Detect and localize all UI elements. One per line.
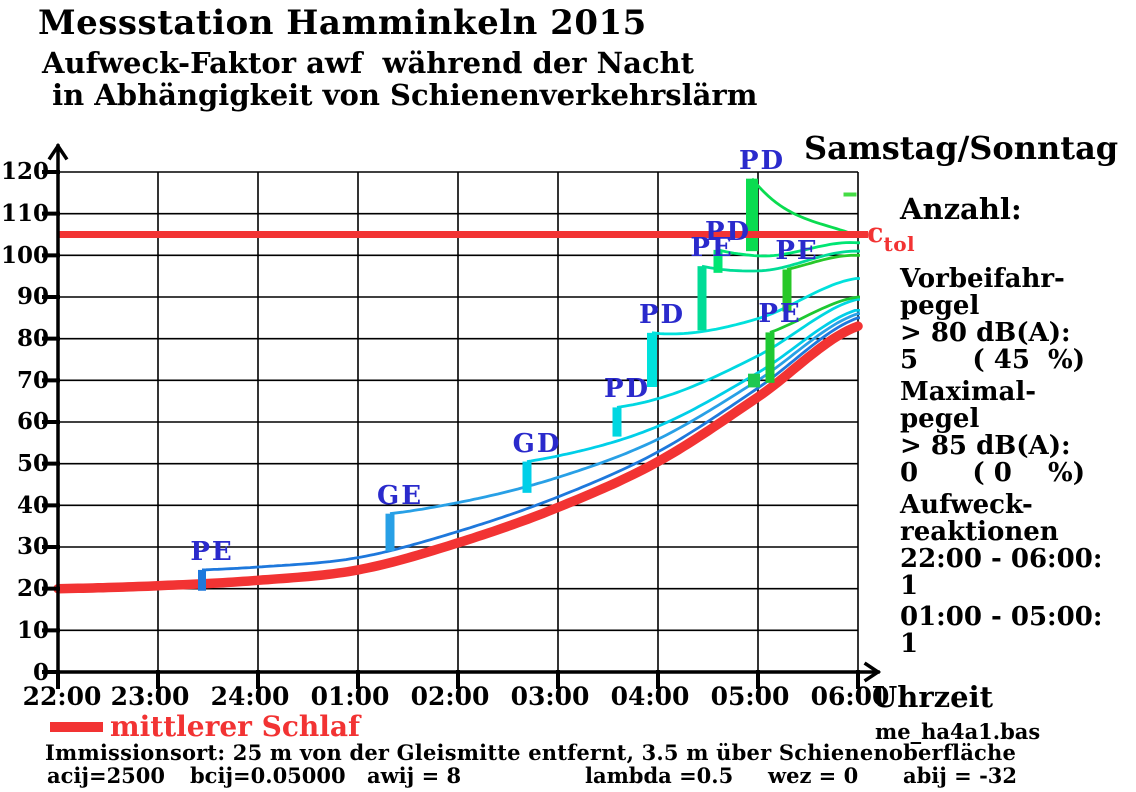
y-tick-label-110: 110: [0, 200, 49, 228]
event-bar-pd-4: [647, 332, 657, 387]
event-bar-pe-0: [198, 569, 206, 591]
y-tick-label-60: 60: [16, 408, 49, 436]
event-label-pd-7: PD: [738, 145, 786, 176]
statistics-line: > 85 dB(A):: [900, 431, 1071, 461]
y-tick-label-80: 80: [16, 325, 49, 353]
y-tick-label-100: 100: [0, 241, 49, 269]
event-decay-curve-0: [201, 316, 860, 572]
statistics-line: pegel: [900, 404, 980, 434]
grid-lines: [58, 171, 859, 672]
event-label-ge-1: GE: [376, 480, 424, 511]
y-tick-label-70: 70: [16, 366, 49, 394]
ctol-threshold-label: ctol: [867, 218, 915, 256]
y-tick-label-10: 10: [16, 616, 49, 644]
ctol-main: c: [867, 218, 884, 249]
event-bar-gd-2: [522, 461, 532, 493]
parameter-5: abij = -32: [903, 763, 1018, 788]
x-tick-label-03:00: 03:00: [510, 682, 590, 711]
event-decay-curve-2: [526, 309, 860, 463]
x-tick-label-02:00: 02:00: [410, 682, 490, 711]
y-tick-label-40: 40: [16, 491, 49, 519]
event-decay-curve-4: [651, 277, 860, 336]
x-tick-label-04:00: 04:00: [610, 682, 690, 711]
axes: [42, 142, 882, 689]
green-blob-mark: [748, 373, 760, 388]
event-bar-pd-3: [612, 407, 622, 437]
event-decay-curve-7: [750, 177, 860, 237]
chart-subtitle-line2: in Abhängigkeit von Schienenverkehrslärm: [42, 78, 758, 112]
parameter-3: lambda =0.5: [585, 763, 734, 788]
baseline-mittlerer-schlaf-curve: [53, 321, 863, 594]
anzahl-heading: Anzahl:: [900, 192, 1022, 226]
event-label-pd-4: PD: [638, 299, 686, 330]
x-axis-title: Uhrzeit: [872, 680, 993, 714]
parameter-1: bcij=0.05000: [190, 763, 346, 788]
statistics-line: 22:00 - 06:00:: [900, 544, 1103, 574]
statistics-line: 1: [900, 629, 919, 659]
y-tick-label-20: 20: [16, 575, 49, 603]
x-tick-label-06:00: 06:00: [810, 682, 890, 711]
event-decay-curve-3: [616, 297, 860, 409]
source-file-label: me_ha4a1.bas: [875, 719, 1041, 744]
statistics-block-3: 01:00 - 05:00: 1: [900, 604, 1102, 658]
statistics-line: 0 ( 0 %): [900, 458, 1086, 488]
y-tick-label-30: 30: [16, 533, 49, 561]
statistics-line: 01:00 - 05:00:: [900, 602, 1103, 632]
x-tick-label-01:00: 01:00: [310, 682, 390, 711]
statistics-block-1: Maximal-pegel > 85 dB(A): 0 ( 0 %): [900, 379, 1085, 487]
y-tick-label-0: 0: [32, 658, 49, 686]
event-decay-curve-6: [717, 241, 860, 258]
event-bar-pe-9: [782, 269, 792, 312]
statistics-line: 1: [900, 571, 919, 601]
ctol-subscript: tol: [883, 232, 916, 256]
x-tick-label-22:00: 22:00: [22, 682, 102, 711]
event-bar-pe-8: [765, 332, 775, 383]
x-tick-label-05:00: 05:00: [710, 682, 790, 711]
y-tick-label-120: 120: [0, 158, 49, 186]
y-tick-label-50: 50: [16, 450, 49, 478]
event-decay-curve-8: [769, 295, 860, 334]
statistics-block-2: Aufweck-reaktionen 22:00 - 06:00: 1: [900, 492, 1102, 600]
legend-label: mittlerer Schlaf: [110, 710, 361, 743]
chart-subtitle-line1: Aufweck-Faktor awf während der Nacht: [42, 46, 695, 80]
statistics-line: Aufweck-: [900, 490, 1033, 520]
statistics-line: Vorbeifahr-: [900, 264, 1065, 294]
event-label-pe-5: PE: [690, 233, 734, 264]
parameter-4: wez = 0: [768, 763, 859, 788]
event-label-gd-2: GD: [512, 428, 562, 459]
x-tick-label-23:00: 23:00: [110, 682, 190, 711]
page-title: Messstation Hamminkeln 2015: [38, 3, 647, 43]
parameter-0: acij=2500: [47, 763, 166, 788]
event-decay-curve-1: [389, 312, 860, 516]
event-label-pe-8: PE: [758, 299, 802, 330]
statistics-block-0: Vorbeifahr-pegel > 80 dB(A): 5 ( 45 %): [900, 266, 1085, 374]
statistics-line: pegel: [900, 291, 980, 321]
weekday-header: Samstag/Sonntag: [804, 129, 1119, 167]
event-bar-pd-6: [713, 249, 723, 273]
parameter-2: awij = 8: [367, 763, 462, 788]
y-tick-label-90: 90: [16, 283, 49, 311]
event-label-pd-3: PD: [603, 374, 651, 405]
legend-red-line-swatch: [50, 722, 103, 732]
event-bar-pe-5: [697, 266, 707, 331]
statistics-line: reaktionen: [900, 517, 1059, 547]
x-tick-label-24:00: 24:00: [210, 682, 290, 711]
event-bar-ge-1: [385, 513, 395, 552]
statistics-line: Maximal-: [900, 377, 1037, 407]
event-decay-curve-5: [701, 249, 860, 273]
immissionsort-note: Immissionsort: 25 m von der Gleismitte e…: [45, 740, 1017, 765]
event-label-pe-9: PE: [775, 236, 819, 267]
event-label-pe-0: PE: [190, 536, 234, 567]
statistics-line: 5 ( 45 %): [900, 345, 1086, 375]
event-decay-curve-9: [786, 253, 860, 271]
event-label-pd-6: PD: [704, 216, 752, 247]
statistics-line: > 80 dB(A):: [900, 318, 1071, 348]
